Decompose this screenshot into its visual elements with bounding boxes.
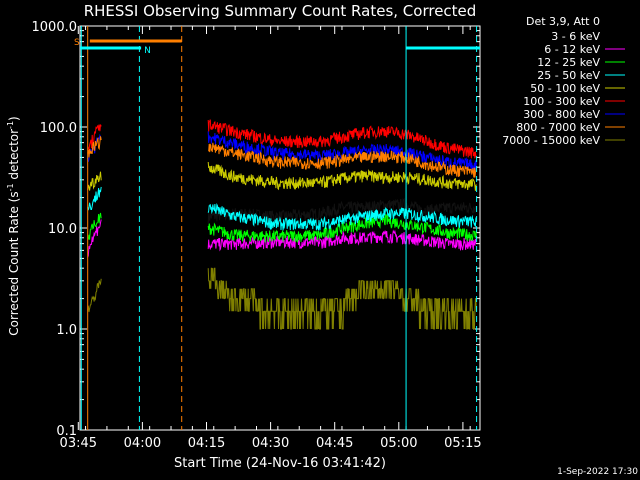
y-tick-label: 10.0 <box>48 222 77 237</box>
legend-label: 3 - 6 keV <box>551 30 600 43</box>
y-tick-label: 1000.0 <box>32 20 78 35</box>
series-line-early <box>87 171 102 191</box>
series-line-early <box>87 212 102 240</box>
series-line-early <box>87 124 102 152</box>
flag-label: S <box>74 38 80 48</box>
x-tick-label: 05:00 <box>380 436 417 451</box>
x-tick-label: 04:30 <box>252 436 289 451</box>
y-tick-label: 100.0 <box>40 121 77 136</box>
x-tick-label: 03:45 <box>60 436 97 451</box>
series-layer <box>87 119 477 330</box>
series-line <box>207 119 477 159</box>
x-tick-label: 05:15 <box>444 436 481 451</box>
legend-label: 800 - 7000 keV <box>516 121 600 134</box>
x-tick-label: 04:45 <box>316 436 353 451</box>
x-tick-label: 04:15 <box>188 436 225 451</box>
x-tick-label: 04:00 <box>124 436 161 451</box>
overlay-layer: SN <box>74 26 480 430</box>
legend-label: 50 - 100 keV <box>530 82 600 95</box>
legend-label: 100 - 300 keV <box>523 95 600 108</box>
series-line-early <box>87 136 102 158</box>
x-axis-label: Start Time (24-Nov-16 03:41:42) <box>174 456 386 471</box>
series-line <box>207 229 477 252</box>
series-line <box>207 202 477 231</box>
legend-label: 12 - 25 keV <box>537 56 600 69</box>
footer-date: 1-Sep-2022 17:30 <box>557 467 638 477</box>
series-line-early <box>87 278 102 313</box>
axes-layer: 0.1 1.0 10.0 100.0 1000.0 03:45 04:00 04:15 04:3… <box>32 20 482 451</box>
series-line <box>208 142 477 178</box>
y-axis-label: Corrected Count Rate (s-1 detector-1) <box>6 116 21 335</box>
series-line-early <box>87 186 102 211</box>
legend-label: 7000 - 15000 keV <box>502 134 600 147</box>
legend-label: 25 - 50 keV <box>537 69 600 82</box>
legend-header: Det 3,9, Att 0 <box>526 15 600 28</box>
legend-label: 300 - 800 keV <box>523 108 600 121</box>
series-line <box>207 267 477 330</box>
series-line <box>207 161 477 191</box>
chart-title: RHESSI Observing Summary Count Rates, Co… <box>84 2 477 20</box>
y-tick-label: 0.1 <box>56 424 77 439</box>
flag-label: N <box>144 46 151 56</box>
series-line-early <box>87 219 102 258</box>
legend-label: 6 - 12 keV <box>544 43 600 56</box>
y-tick-label: 1.0 <box>56 323 77 338</box>
